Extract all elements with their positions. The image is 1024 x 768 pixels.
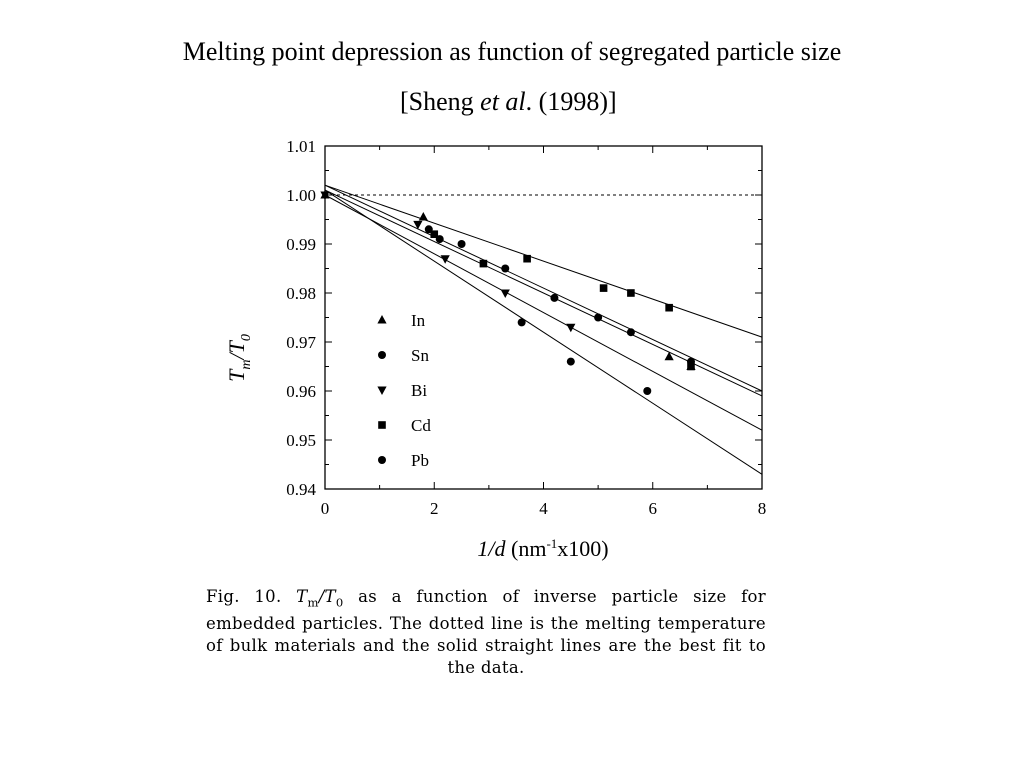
y-tick-label: 0.99	[286, 235, 316, 254]
data-point-pb	[424, 225, 433, 234]
figure-caption: Fig. 10. Tm/T0 as a function of inverse …	[206, 587, 766, 678]
melting-point-chart: 1.01 1.00 0.99 0.98 0.97 0.96 0.95 0.94 0 2 4 6 8 I…	[224, 137, 767, 561]
fit-line	[324, 189, 763, 475]
plot-frame	[324, 145, 763, 490]
data-point-in	[418, 212, 428, 221]
x-tick-label: 4	[539, 499, 548, 518]
legend: In Sn Bi Cd Pb	[377, 311, 431, 470]
data-point-cd	[479, 259, 488, 268]
fit-line	[324, 189, 763, 397]
data-point-sn	[550, 293, 559, 302]
data-point-pb	[566, 357, 575, 366]
citation-year: . (1998)]	[525, 87, 617, 116]
caption-prefix: Fig. 10.	[206, 587, 297, 606]
y-tick-label: 1.01	[286, 137, 316, 156]
data-point-cd	[687, 362, 695, 371]
y-tick-label: 0.94	[286, 480, 316, 499]
data-point-cd	[523, 254, 531, 263]
data-point-bi	[500, 289, 510, 298]
data-point-bi	[566, 323, 576, 333]
legend-label-bi: Bi	[411, 381, 427, 400]
data-point-bi	[440, 255, 450, 264]
x-tick-label: 8	[758, 499, 767, 518]
legend-marker-cd	[378, 421, 386, 429]
fit-lines	[324, 184, 763, 475]
legend-label-sn: Sn	[411, 346, 429, 365]
data-markers	[320, 190, 696, 395]
slide-title: Melting point depression as function of …	[182, 37, 842, 66]
legend-label-cd: Cd	[411, 416, 431, 435]
legend-marker-bi	[377, 386, 387, 395]
data-point-sn	[626, 328, 635, 337]
fit-line	[324, 184, 763, 392]
x-tick-label: 0	[321, 499, 330, 518]
data-point-in	[664, 351, 674, 361]
x-axis-label: 1/d (nm-1x100)	[477, 536, 608, 561]
data-point-bi	[320, 191, 330, 200]
legend-marker-sn	[378, 351, 386, 359]
y-tick-label: 0.97	[286, 333, 316, 352]
y-tick-label: 0.96	[286, 382, 316, 401]
data-point-pb	[643, 387, 652, 395]
caption-body: as a function of inverse particle size f…	[206, 587, 766, 678]
x-tick-label: 2	[430, 499, 439, 518]
data-point-pb	[517, 318, 526, 327]
data-point-sn	[501, 264, 510, 273]
y-tick-label: 1.00	[286, 186, 316, 205]
data-point-pb	[457, 240, 466, 248]
y-tick-label: 0.98	[286, 284, 316, 303]
data-point-bi	[413, 220, 423, 230]
legend-marker-pb	[378, 456, 386, 464]
legend-label-pb: Pb	[411, 451, 429, 470]
data-point-cd	[665, 303, 673, 312]
data-point-cd	[599, 284, 608, 292]
legend-marker-in	[377, 315, 387, 324]
data-point-cd	[430, 230, 439, 238]
tick-marks	[324, 145, 763, 490]
x-tick-label: 6	[649, 499, 658, 518]
x-tick-labels: 0 2 4 6 8	[321, 499, 767, 518]
legend-label-in: In	[411, 311, 426, 330]
fit-line	[324, 194, 763, 431]
y-tick-labels: 1.01 1.00 0.99 0.98 0.97 0.96 0.95 0.94	[286, 137, 316, 499]
y-axis-label: Tm/T0	[224, 334, 254, 382]
y-tick-label: 0.95	[286, 431, 316, 450]
citation-etal: et al	[480, 87, 526, 116]
data-point-sn	[594, 313, 603, 322]
citation-author: [Sheng	[400, 87, 481, 116]
citation: [Sheng et al. (1998)]	[400, 86, 617, 118]
data-point-cd	[627, 289, 635, 297]
fit-line	[324, 184, 763, 338]
